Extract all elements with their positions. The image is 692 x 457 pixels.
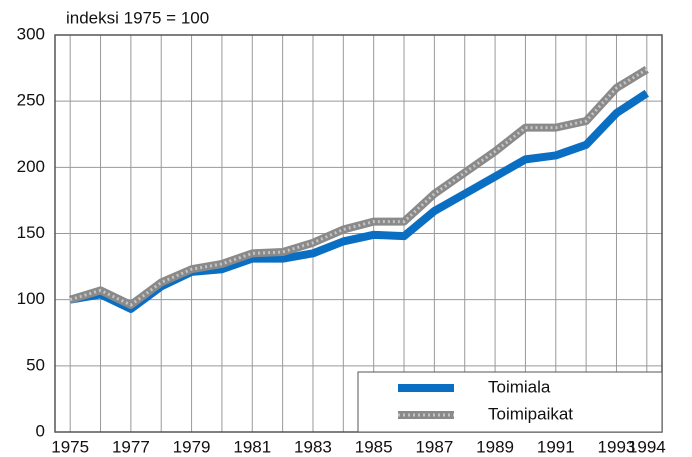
- x-tick-label: 1993: [598, 437, 636, 456]
- series-line-texture: [69, 68, 648, 307]
- x-tick-label: 1975: [51, 437, 89, 456]
- x-tick-label: 1994: [628, 437, 666, 456]
- y-tick-label: 200: [17, 157, 45, 176]
- y-tick-label: 300: [17, 24, 45, 43]
- x-tick-label: 1989: [476, 437, 514, 456]
- x-tick-label: 1991: [537, 437, 575, 456]
- legend-box: [357, 371, 663, 433]
- x-tick-label: 1977: [112, 437, 150, 456]
- legend-label: Toimipaikat: [488, 404, 573, 423]
- legend-label: Toimiala: [488, 377, 551, 396]
- y-tick-label: 250: [17, 91, 45, 110]
- x-tick-label: 1987: [415, 437, 453, 456]
- x-tick-label: 1979: [173, 437, 211, 456]
- x-tick-label: 1981: [233, 437, 271, 456]
- series-line: [69, 65, 649, 309]
- y-axis-label: indeksi 1975 = 100: [66, 8, 209, 27]
- y-tick-label: 0: [36, 421, 45, 440]
- x-tick-label: 1983: [294, 437, 332, 456]
- y-tick-label: 100: [17, 289, 45, 308]
- y-tick-label: 150: [17, 223, 45, 242]
- y-tick-label: 50: [26, 355, 45, 374]
- x-tick-label: 1985: [355, 437, 393, 456]
